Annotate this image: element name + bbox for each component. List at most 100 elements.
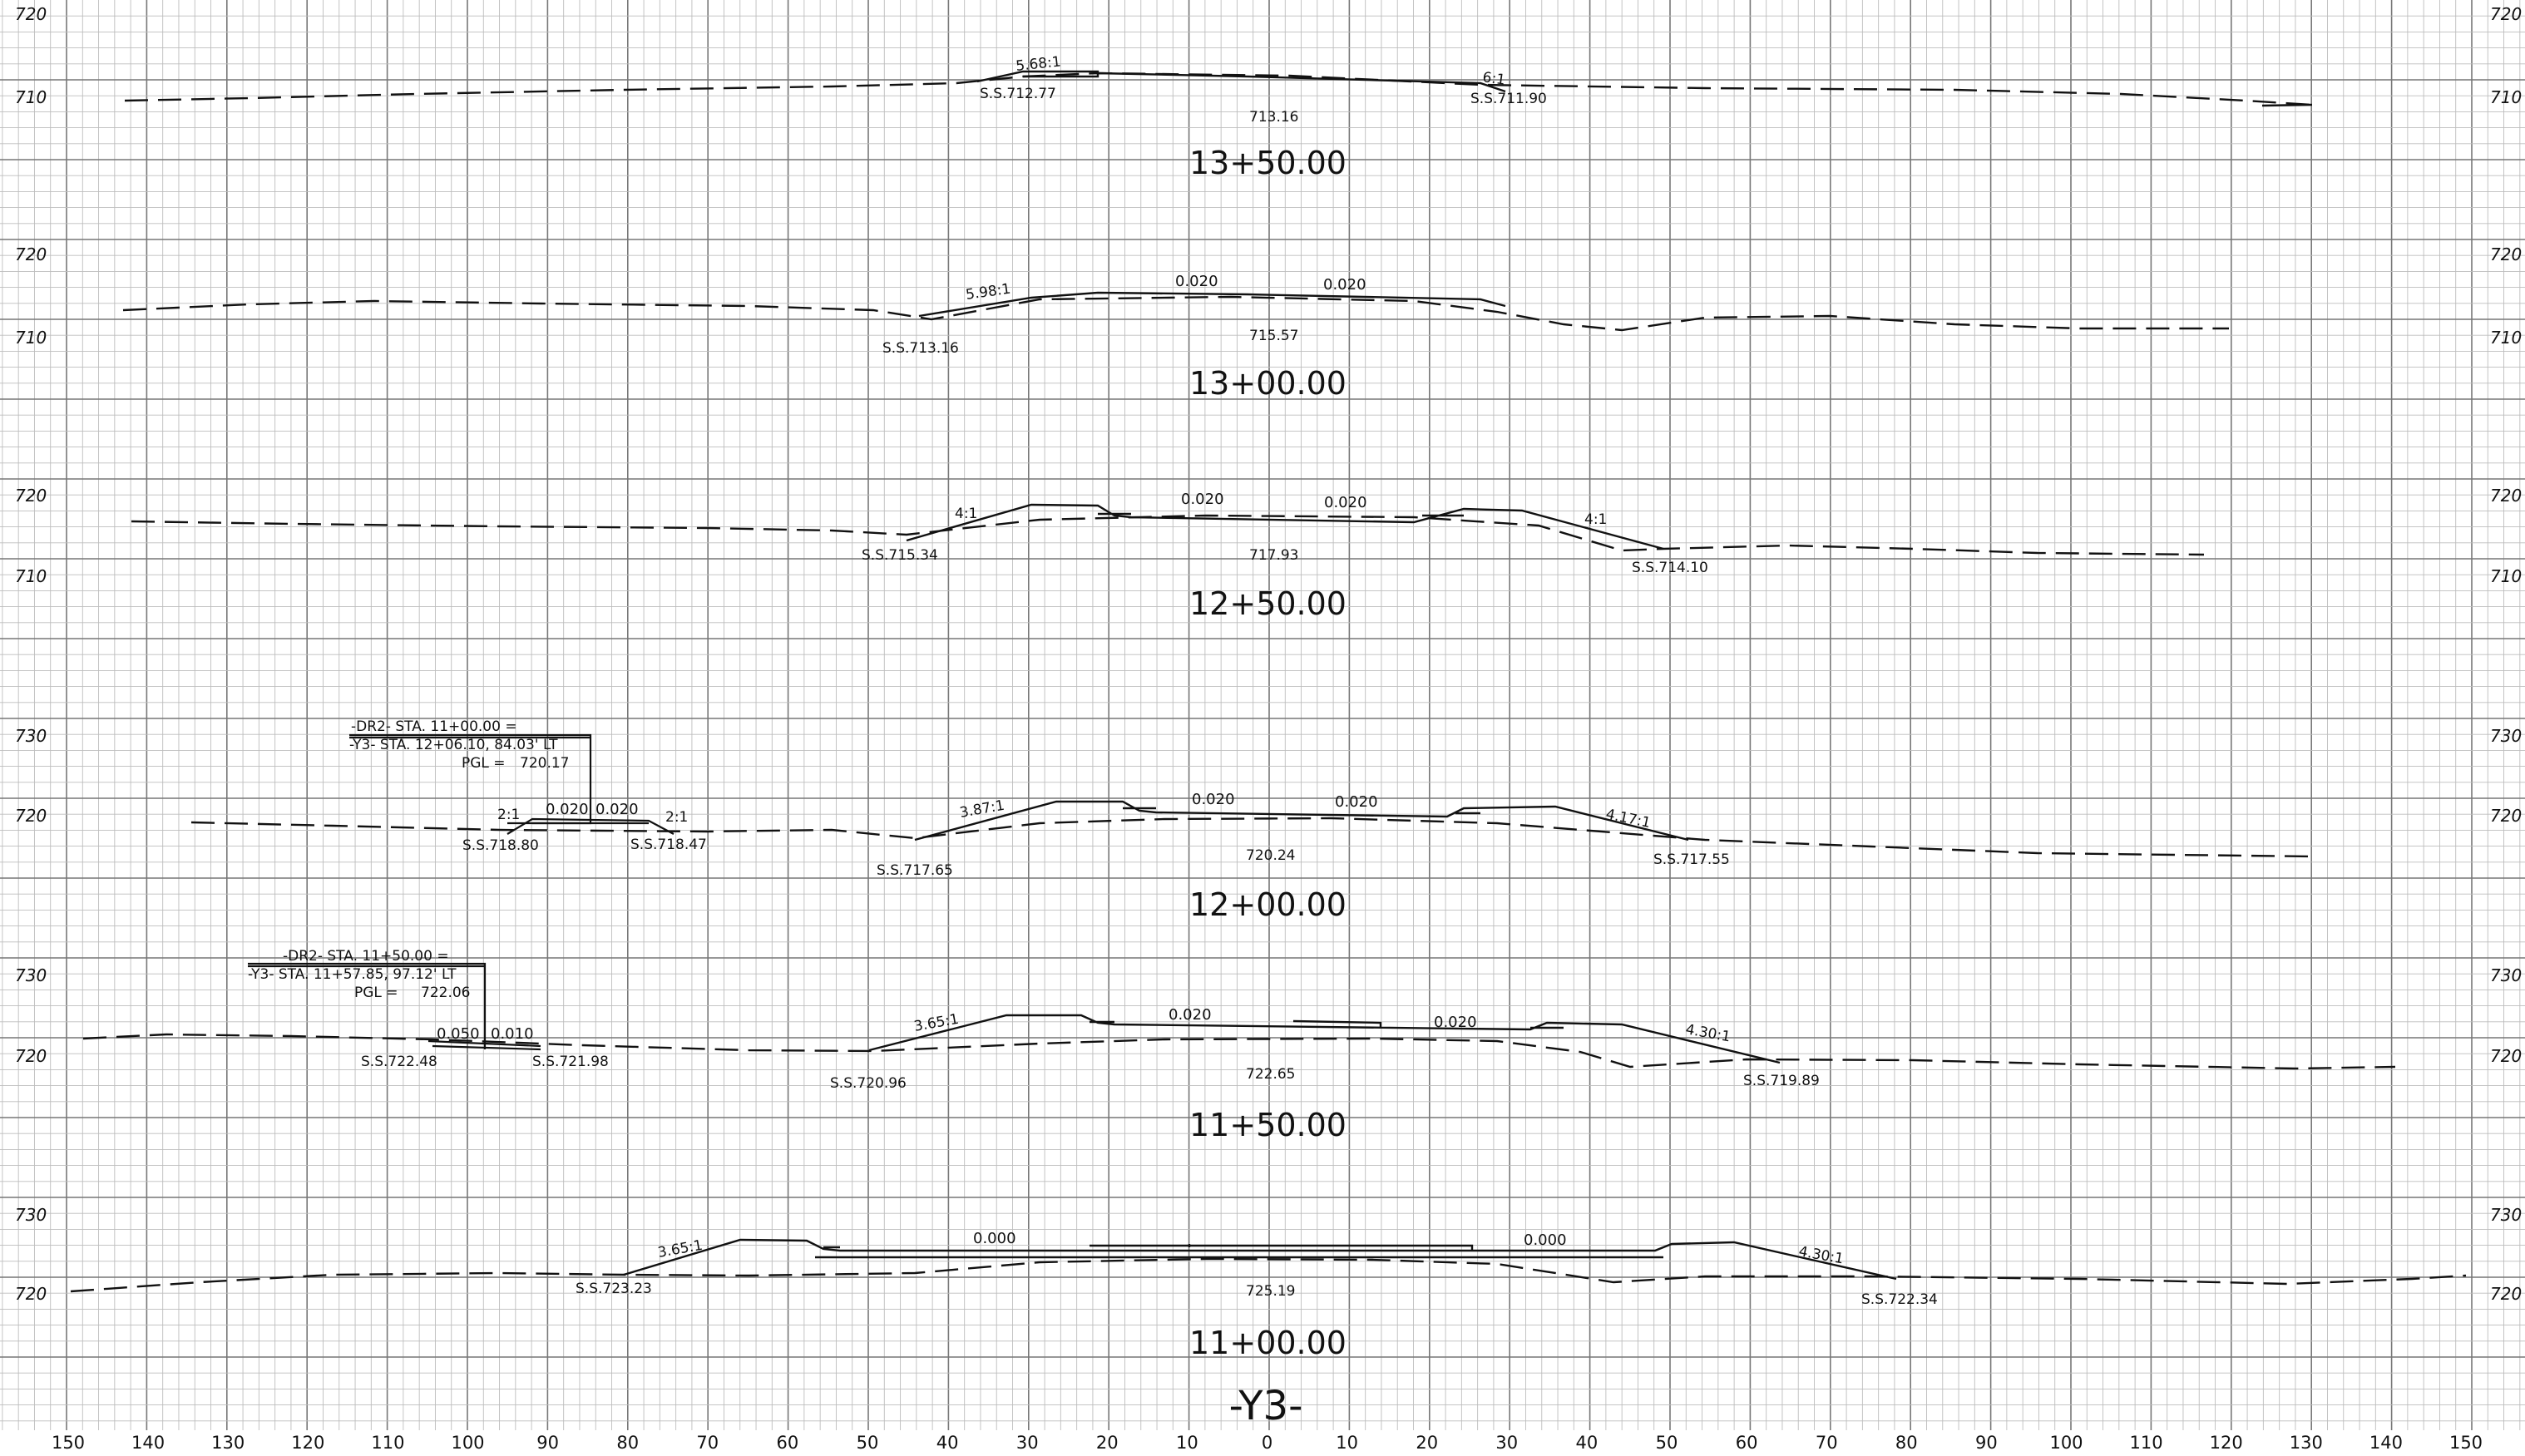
centerline-elevation: 722.65 — [1246, 1066, 1295, 1083]
slope-stake-label: S.S.712.77 — [980, 86, 1056, 102]
offset-tick-label: 60 — [1736, 1433, 1758, 1453]
existing-ground-line — [70, 1257, 2467, 1293]
elev-label-left: 720 — [15, 486, 47, 506]
cross-slope-label: 0.010 — [491, 1025, 534, 1043]
proposed-section-line — [868, 1014, 1781, 1064]
pgl-value: 720.17 — [520, 755, 569, 772]
slope-ratio-label: 5.98:1 — [965, 281, 1012, 304]
offset-tick-label: 80 — [1895, 1433, 1918, 1453]
slope-stake-label: S.S.718.47 — [630, 837, 707, 853]
cross-slope-label: 0.020 — [1181, 491, 1224, 508]
cross-slope-label: 0.000 — [973, 1230, 1016, 1247]
elev-label-left: 710 — [15, 87, 47, 107]
offset-tick-label: 100 — [451, 1433, 484, 1453]
slope-stake-label: S.S.723.23 — [576, 1281, 652, 1297]
slope-ratio-label: 4.30:1 — [1797, 1243, 1845, 1267]
slope-ratio-label: 6:1 — [1481, 69, 1506, 89]
offset-tick-label: 60 — [777, 1433, 799, 1453]
offset-tick-label: 20 — [1416, 1433, 1438, 1453]
elev-label-right: 720 — [2490, 806, 2522, 826]
station-label: 11+00.00 — [1189, 1325, 1347, 1361]
station-label: 12+00.00 — [1189, 886, 1347, 923]
detail-leader-box — [248, 962, 487, 1049]
pgl-label: PGL = — [354, 985, 398, 1001]
proposed-section-line — [918, 291, 1506, 318]
elev-label-left: 710 — [15, 566, 47, 586]
station-label: 13+00.00 — [1189, 365, 1347, 402]
elev-label-right: 720 — [2490, 1046, 2522, 1066]
offset-tick-label: 30 — [1495, 1433, 1518, 1453]
offset-tick-label: 110 — [2130, 1433, 2163, 1453]
elev-label-left: 720 — [15, 806, 47, 826]
slope-ratio-label: 4.17:1 — [1604, 806, 1652, 832]
elev-label-left: 720 — [15, 1046, 47, 1066]
cross-slope-label: 0.020 — [546, 801, 589, 818]
proposed-section-line — [914, 800, 1689, 842]
elev-label-left: 720 — [15, 244, 47, 264]
offset-tick-label: 140 — [131, 1433, 165, 1453]
offset-tick-label: 140 — [2369, 1433, 2403, 1453]
slope-stake-label: S.S.711.90 — [1470, 91, 1547, 107]
existing-ground-line — [82, 1033, 2396, 1070]
elev-label-right: 710 — [2490, 566, 2522, 586]
offset-tick-label: 120 — [2210, 1433, 2243, 1453]
proposed-section-line — [976, 70, 1506, 93]
slope-stake-label: S.S.714.10 — [1632, 560, 1708, 576]
elev-label-left: 730 — [15, 965, 47, 985]
elev-label-right: 720 — [2490, 486, 2522, 506]
offset-tick-label: 120 — [291, 1433, 324, 1453]
station-label: 11+50.00 — [1189, 1107, 1347, 1143]
elev-label-right: 730 — [2490, 965, 2522, 985]
offset-axis: 150 140 130 120 110 100 90 80 70 60 50 40 30 20 10 0 10 2… — [52, 1433, 2483, 1453]
existing-ground-line — [122, 295, 2229, 332]
offset-tick-label: 90 — [1975, 1433, 1998, 1453]
elev-label-right: 720 — [2490, 244, 2522, 264]
offset-tick-label: 90 — [536, 1433, 559, 1453]
station-label: 12+50.00 — [1189, 585, 1347, 622]
detail-station-equation: -DR2- STA. 11+50.00 = — [283, 948, 449, 965]
centerline-elevation: 713.16 — [1249, 109, 1298, 126]
existing-ground-line — [190, 817, 2313, 858]
side-road-section-line — [506, 817, 674, 835]
section-11-00: 730 720 730 720 3.65:1 4.30:1 0.000 0.00… — [15, 1205, 2522, 1361]
elev-label-left: 730 — [15, 726, 47, 746]
slope-ratio-label: 4:1 — [955, 506, 977, 522]
elev-label-left: 710 — [15, 328, 47, 348]
sheet-title: -Y3- — [1229, 1383, 1303, 1429]
slope-ratio-label: 4:1 — [1584, 511, 1607, 528]
slope-stake-label: S.S.722.48 — [361, 1054, 437, 1070]
centerline-elevation: 725.19 — [1246, 1283, 1295, 1300]
elev-label-left: 720 — [15, 1284, 47, 1304]
offset-tick-label: 70 — [1816, 1433, 1838, 1453]
offset-tick-label: 0 — [1262, 1433, 1272, 1453]
section-13-00: 720 710 720 710 5.98:1 0.020 0.020 S.S.7… — [15, 244, 2522, 402]
offset-tick-label: 130 — [211, 1433, 245, 1453]
slope-ratio-label: 2:1 — [665, 809, 688, 826]
slope-ratio-label: 3.65:1 — [912, 1011, 960, 1035]
detail-station-equation: -Y3- STA. 11+57.85, 97.12' LT — [248, 966, 457, 983]
offset-tick-label: 10 — [1336, 1433, 1358, 1453]
centerline-elevation: 720.24 — [1246, 847, 1295, 864]
cross-slope-label: 0.020 — [1169, 1006, 1212, 1024]
cross-slope-label: 0.020 — [1335, 793, 1378, 811]
offset-tick-label: 110 — [371, 1433, 404, 1453]
existing-ground-line — [131, 514, 2205, 556]
cross-slope-label: 0.020 — [1434, 1014, 1477, 1031]
cross-slope-label: 0.000 — [1524, 1231, 1567, 1249]
elev-label-right: 730 — [2490, 1205, 2522, 1225]
section-13-50: 720 710 720 710 5.68:1 6:1 S.S.712.77 S.… — [15, 4, 2522, 181]
offset-tick-label: 20 — [1096, 1433, 1119, 1453]
pgl-label: PGL = — [462, 755, 506, 772]
existing-ground-line-end — [2261, 103, 2313, 107]
side-road-section-line — [427, 1039, 541, 1051]
section-12-50: 720 710 720 710 4:1 4:1 0.020 0.020 S.S.… — [15, 486, 2522, 622]
cross-slope-label: 0.020 — [595, 801, 639, 818]
slope-stake-label: S.S.715.34 — [862, 547, 938, 564]
elev-label-right: 720 — [2490, 4, 2522, 24]
slope-ratio-label: 2:1 — [497, 807, 520, 823]
elev-label-left: 720 — [15, 4, 47, 24]
offset-tick-label: 130 — [2290, 1433, 2323, 1453]
elev-label-right: 730 — [2490, 726, 2522, 746]
offset-tick-label: 150 — [52, 1433, 85, 1453]
